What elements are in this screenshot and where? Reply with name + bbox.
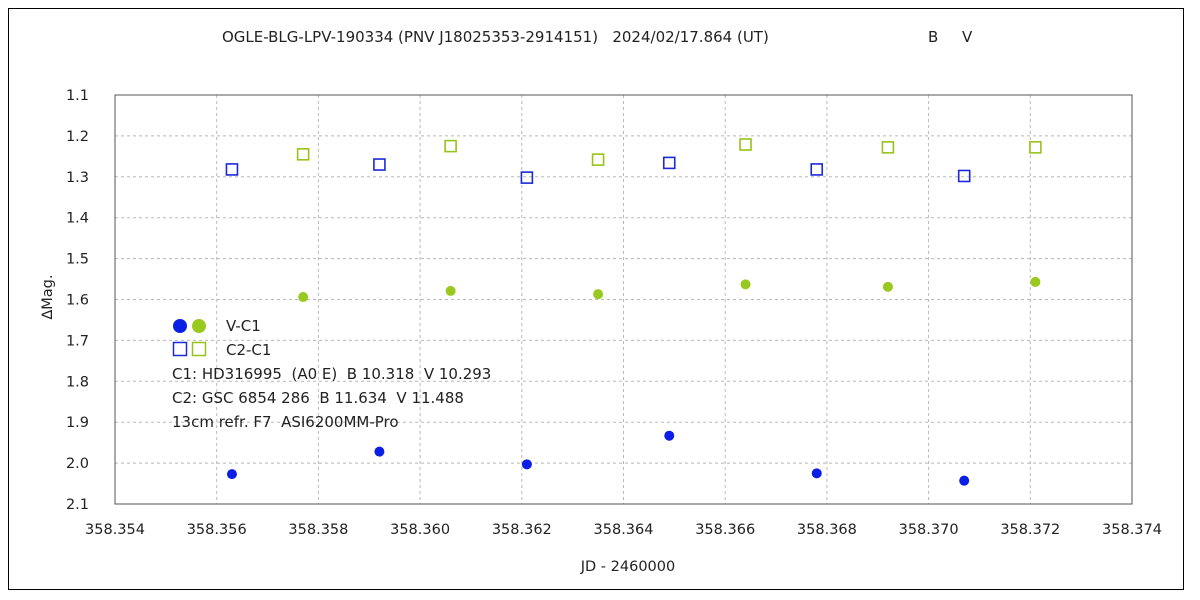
y-tick-label: 1.5 [66, 252, 89, 268]
x-tick-label: 358.354 [85, 522, 145, 538]
y-tick-label: 1.8 [66, 374, 89, 390]
point-v-c1-b [959, 475, 970, 486]
point-c2-c1-v [881, 141, 895, 154]
x-tick-label: 358.360 [390, 522, 450, 538]
point-v-c1-b [521, 459, 532, 470]
y-tick-label: 2.0 [66, 456, 89, 472]
plot-area [114, 94, 1133, 505]
point-v-c1-v [882, 281, 893, 292]
x-tick-label: 358.372 [1000, 522, 1060, 538]
data-points [225, 138, 1042, 486]
title-band-b: B [928, 28, 938, 46]
point-v-c1-b [664, 430, 675, 441]
y-tick-label: 1.9 [66, 415, 89, 431]
legend: V-C1 C2-C1 [172, 317, 271, 359]
point-c2-c1-b [225, 163, 239, 176]
point-c2-c1-b [520, 171, 534, 184]
y-axis-label: ∆Mag. [40, 275, 56, 321]
x-axis-label: JD - 2460000 [580, 559, 675, 575]
y-tick-label: 1.7 [66, 333, 89, 349]
legend-marker-v-c1-b [173, 319, 187, 333]
chart-title: OGLE-BLG-LPV-190334 (PNV J18025353-29141… [222, 28, 769, 46]
point-c2-c1-v [296, 148, 310, 161]
note-comparison-1: C1: HD316995 (A0 E) B 10.318 V 10.293 [172, 365, 491, 383]
y-tick-label: 1.2 [66, 129, 89, 145]
y-tick-label: 2.1 [66, 497, 89, 513]
x-tick-label: 358.362 [492, 522, 552, 538]
note-instrument: 13cm refr. F7 ASI6200MM-Pro [172, 413, 399, 431]
x-tick-label: 358.374 [1102, 522, 1162, 538]
y-tick-label: 1.1 [66, 88, 89, 104]
x-tick-label: 358.370 [899, 522, 959, 538]
y-tick-labels: 1.1 1.2 1.3 1.4 1.5 1.6 1.7 1.8 1.9 2.0 2.1 [66, 88, 89, 513]
point-v-c1-v [445, 285, 456, 296]
x-tick-label: 358.366 [695, 522, 755, 538]
point-v-c1-v [1030, 276, 1041, 287]
x-tick-label: 358.368 [797, 522, 857, 538]
point-v-c1-v [740, 279, 751, 290]
point-c2-c1-v [1029, 141, 1042, 154]
legend-marker-v-c1-v [192, 319, 206, 333]
note-comparison-2: C2: GSC 6854 286 B 11.634 V 11.488 [172, 389, 464, 407]
legend-marker-c2-c1-v [191, 341, 207, 357]
y-tick-label: 1.4 [66, 211, 89, 227]
point-v-c1-b [226, 469, 237, 480]
point-v-c1-b [374, 446, 385, 457]
point-c2-c1-b [810, 163, 824, 176]
point-c2-c1-b [957, 169, 971, 183]
point-c2-c1-v [739, 138, 752, 151]
legend-label-c2-c1: C2-C1 [226, 341, 271, 359]
title-band-v: V [962, 28, 973, 46]
x-tick-label: 358.356 [187, 522, 247, 538]
point-c2-c1-v [591, 153, 605, 166]
point-c2-c1-v [444, 139, 457, 153]
point-c2-c1-b [662, 156, 676, 170]
grid-lines [115, 95, 1132, 504]
point-v-c1-v [593, 289, 604, 300]
x-tick-label: 358.358 [288, 522, 348, 538]
x-tick-label: 358.364 [594, 522, 654, 538]
y-tick-label: 1.3 [66, 170, 89, 186]
point-v-c1-v [298, 292, 309, 303]
chart-frame [8, 8, 1184, 590]
legend-marker-c2-c1-b [172, 341, 188, 357]
y-tick-label: 1.6 [66, 293, 89, 309]
point-v-c1-b [811, 468, 822, 479]
x-tick-labels: 358.354 358.356 358.358 358.360 358.362 358.3… [85, 522, 1162, 538]
legend-label-v-c1: V-C1 [226, 317, 261, 335]
point-c2-c1-b [373, 158, 386, 171]
